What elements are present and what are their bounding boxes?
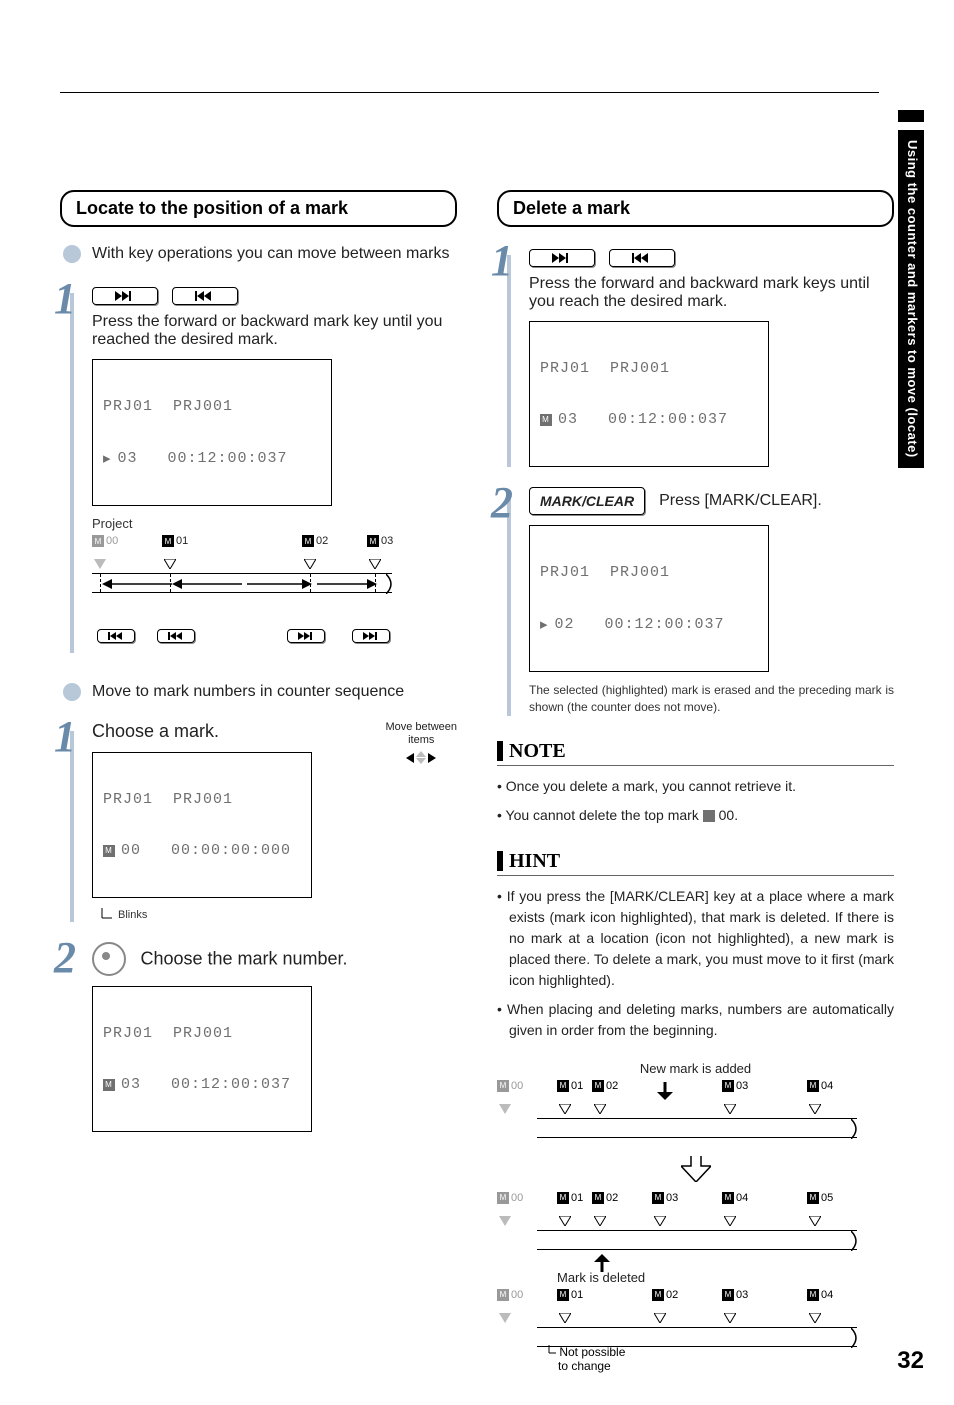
left-arrow-icon: [406, 753, 414, 763]
mark-renumber-diagram: New mark is added 00 01 02 03 04: [497, 1061, 894, 1347]
note-item-1: Once you delete a mark, you cannot retri…: [497, 776, 894, 797]
backward-key[interactable]: [172, 287, 238, 305]
side-tab: Using the counter and markers to move (l…: [898, 130, 924, 468]
hint-item-2: When placing and deleting marks, numbers…: [497, 999, 894, 1041]
blinks-label: Blinks: [118, 909, 147, 921]
tl-fwd-key-2[interactable]: [352, 629, 390, 643]
forward-key-c[interactable]: [529, 249, 595, 267]
diag-caption-nochange-1: Not possible: [559, 1345, 625, 1359]
diag-caption-add: New mark is added: [497, 1061, 894, 1076]
note-list: Once you delete a mark, you cannot retri…: [497, 776, 894, 826]
note-heading: NOTE: [497, 740, 894, 766]
choose-number-title: Choose the mark number.: [140, 949, 347, 969]
page-number: 32: [897, 1347, 924, 1375]
top-rule: [60, 92, 879, 93]
delete-step-2: 2 MARK/CLEAR Press [MARK/CLEAR]. PRJ01 P…: [497, 487, 894, 716]
step-number-2b: 2: [54, 936, 76, 980]
hint-item-1: If you press the [MARK/CLEAR] key at a p…: [497, 886, 894, 991]
lcd-display-c2: PRJ01 PRJ001 ▸02 00:12:00:037: [529, 525, 769, 672]
locate-timeline: 00 01 02 03: [92, 535, 392, 653]
section-title-locate: Locate to the position of a mark: [60, 190, 457, 227]
intro-text: With key operations you can move between…: [92, 245, 457, 263]
move-items-hint: Move between items: [385, 721, 457, 764]
hint-list: If you press the [MARK/CLEAR] key at a p…: [497, 886, 894, 1041]
side-accent-bar: [898, 110, 924, 122]
step-number-1c: 1: [491, 239, 513, 283]
delete-step-1: 1 Press the forward and backward mark ke…: [497, 245, 894, 467]
choose-mark-title: Choose a mark.: [92, 721, 375, 742]
counter-seq-intro: Move to mark numbers in counter sequence: [60, 683, 457, 701]
step-number-1b: 1: [54, 715, 76, 759]
left-column: Locate to the position of a mark With ke…: [60, 190, 457, 1365]
backward-key-c[interactable]: [609, 249, 675, 267]
delete-fine-print: The selected (highlighted) mark is erase…: [529, 682, 894, 716]
lcd-display-c1: PRJ01 PRJ001 03 00:12:00:037: [529, 321, 769, 467]
counter-step-1: 1 Choose a mark. PRJ01 PRJ001 00 00:00:0…: [60, 721, 457, 922]
counter-seq-text: Move to mark numbers in counter sequence: [92, 683, 457, 701]
step-number-2c: 2: [491, 481, 513, 525]
diag-caption-delete: Mark is deleted: [497, 1270, 894, 1285]
right-column: Delete a mark 1 Press the forward and ba…: [497, 190, 924, 1365]
section-title-delete: Delete a mark: [497, 190, 894, 227]
delete-step1-text: Press the forward and backward mark keys…: [529, 275, 894, 311]
forward-key[interactable]: [92, 287, 158, 305]
tl-fwd-key[interactable]: [287, 629, 325, 643]
step1-text: Press the forward or backward mark key u…: [92, 313, 457, 349]
intro-block: With key operations you can move between…: [60, 245, 457, 263]
tl-back-key[interactable]: [97, 629, 135, 643]
tl-back-key-2[interactable]: [157, 629, 195, 643]
jog-dial-icon[interactable]: [92, 942, 126, 976]
mark-clear-key[interactable]: MARK/CLEAR: [529, 487, 645, 515]
project-label: Project: [92, 516, 457, 531]
lcd-display: PRJ01 PRJ001 ▸03 00:12:00:037: [92, 359, 332, 506]
note-item-2: You cannot delete the top mark 00.: [497, 805, 894, 826]
diag-caption-nochange-2: to change: [542, 1359, 611, 1373]
add-arrow-icon: [657, 1082, 673, 1100]
step-number-1: 1: [54, 277, 76, 321]
hint-heading: HINT: [497, 850, 894, 876]
delete-arrow-icon: [594, 1254, 610, 1272]
locate-step-1: 1 Press the forward or backward mark key…: [60, 283, 457, 653]
lcd-display-b2: PRJ01 PRJ001 03 00:12:00:037: [92, 986, 312, 1132]
lcd-display-b1: PRJ01 PRJ001 00 00:00:00:000: [92, 752, 312, 898]
counter-step-2: 2 Choose the mark number. PRJ01 PRJ001 0…: [60, 942, 457, 1132]
right-arrow-icon: [428, 753, 436, 763]
press-mark-clear-text: Press [MARK/CLEAR].: [659, 492, 822, 510]
down-arrow-icon: [681, 1156, 711, 1182]
